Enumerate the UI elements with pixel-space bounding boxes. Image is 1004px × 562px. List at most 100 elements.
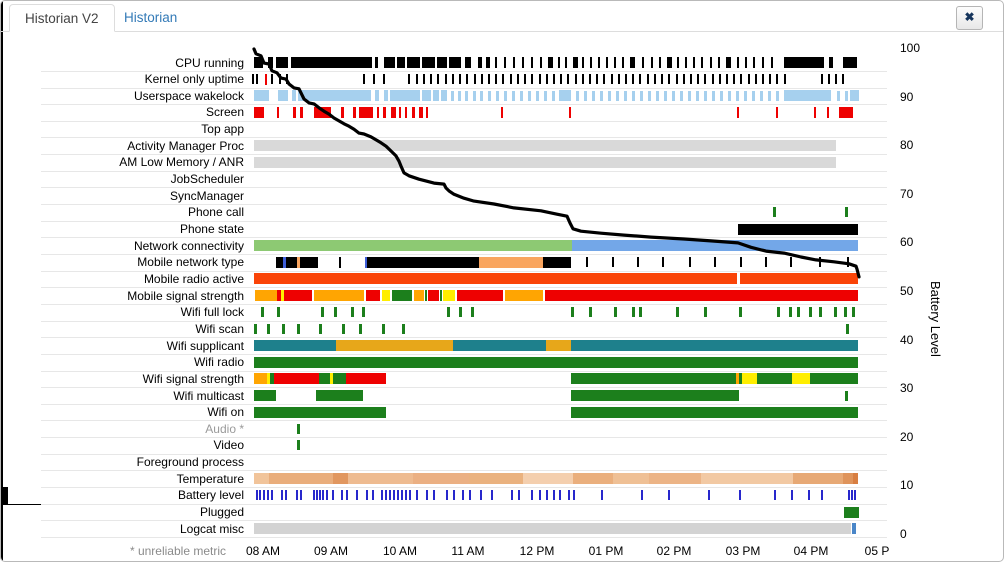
row-separator [41,470,887,472]
timeline-tick [447,307,450,318]
timeline-segment [419,106,423,118]
x-axis-tick [1,554,3,561]
timeline-segment [268,57,273,68]
unreliable-metric-footnote: * unreliable metric [129,544,226,558]
timeline-tick [842,74,844,85]
timeline-tick [351,307,354,318]
row-separator [41,537,887,538]
timeline-tick [760,90,763,101]
timeline-tick [603,74,605,85]
timeline-segment [630,57,635,68]
y-axis-tick-label: 20 [900,429,914,444]
timeline-segment [384,90,388,102]
timeline-tick [313,490,315,501]
timeline-tick [625,74,627,85]
timeline-segment [677,57,679,68]
timeline-tick [488,74,490,85]
timeline-segment [710,57,712,68]
timeline-segment [359,106,373,118]
timeline-tick [517,74,519,85]
timeline-segment [254,523,851,535]
timeline-segment [701,57,703,68]
timeline-segment [571,373,736,385]
timeline-segment [269,473,333,485]
timeline-segment [365,256,367,268]
timeline-segment [667,57,672,68]
timeline-segment [274,373,319,385]
timeline-tick [322,490,324,501]
timeline-tick [672,90,675,101]
timeline-tick [592,90,595,101]
timeline-segment [546,340,571,351]
y-axis-tick [1,490,8,492]
timeline-tick [473,90,476,101]
timeline-tick [546,490,548,501]
timeline-tick [648,90,651,101]
close-icon[interactable]: ✖ [956,6,983,30]
timeline-segment [651,57,653,68]
timeline-tick [408,74,410,85]
timeline-segment [422,57,435,68]
y-axis-tick [1,494,8,496]
timeline-tick [474,74,476,85]
timeline-tick [776,90,779,101]
timeline-tick [469,490,471,501]
timeline-tick [405,490,407,501]
tab-historian-v2[interactable]: Historian V2 [9,4,115,32]
timeline-tick [639,74,641,85]
timeline-tick [632,74,634,85]
timeline-tick [845,390,848,401]
timeline-segment [254,57,263,68]
timeline-tick [559,490,561,501]
timeline-tick [696,90,699,101]
timeline-tick [567,74,569,85]
timeline-tick [341,490,343,501]
timeline-tick [393,490,395,501]
timeline-tick [382,323,385,334]
timeline-segment [414,290,424,302]
timeline-tick [596,74,598,85]
timeline-segment [412,106,415,118]
timeline-tick [512,90,515,101]
timeline-tick [777,307,780,318]
timeline-tick [433,490,435,501]
timeline-tick [389,490,391,501]
tab-historian[interactable]: Historian [124,10,178,25]
timeline-tick [846,323,849,334]
x-axis-tick-label: 10 AM [382,544,418,558]
timeline-segment [622,57,624,68]
timeline-tick [600,90,603,101]
row-separator [41,420,887,422]
timeline-tick [821,74,823,85]
row-separator [41,387,887,389]
row-label-video: Video [213,438,244,453]
timeline-tick [423,74,425,85]
timeline-tick [608,90,611,101]
row-separator [41,520,887,522]
timeline-segment [569,106,571,118]
row-separator [41,70,887,72]
row-label-mobile-radio-active: Mobile radio active [143,271,244,286]
timeline-segment [737,106,739,118]
timeline-tick [733,74,735,85]
timeline-tick [531,74,533,85]
timeline-segment [693,57,695,68]
timeline-tick [576,90,579,101]
timeline-tick [452,74,454,85]
timeline-segment [300,106,303,118]
timeline-segment [254,340,336,351]
timeline-tick [790,257,792,268]
timeline-segment [792,373,810,385]
x-axis-tick-label: 09 AM [313,544,349,558]
timeline-tick [480,490,482,501]
timeline-tick [664,90,667,101]
timeline-segment [839,106,853,118]
timeline-tick [524,74,526,85]
timeline-tick [769,74,771,85]
timeline-tick [271,74,273,85]
y-axis-line [1,1,3,487]
row-separator [41,187,887,189]
timeline-segment [469,473,523,485]
row-separator [41,253,887,255]
